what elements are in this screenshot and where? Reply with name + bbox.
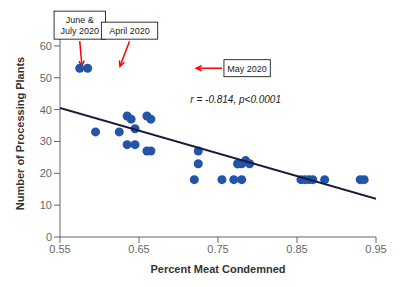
- svg-text:0: 0: [46, 231, 52, 243]
- svg-text:June &: June &: [66, 15, 94, 25]
- svg-text:0.65: 0.65: [128, 243, 149, 255]
- svg-text:20: 20: [40, 167, 52, 179]
- svg-text:Percent Meat Condemned: Percent Meat Condemned: [150, 263, 285, 275]
- svg-text:0.75: 0.75: [207, 243, 228, 255]
- svg-text:July 2020: July 2020: [60, 26, 99, 36]
- svg-text:Number of Processing Plants: Number of Processing Plants: [14, 57, 26, 210]
- svg-text:0.85: 0.85: [286, 243, 307, 255]
- svg-text:May 2020: May 2020: [227, 64, 267, 74]
- svg-text:30: 30: [40, 135, 52, 147]
- svg-text:50: 50: [40, 72, 52, 84]
- svg-text:0.95: 0.95: [365, 243, 386, 255]
- svg-text:r = -0.814, p<0.0001: r = -0.814, p<0.0001: [190, 94, 281, 105]
- svg-text:0.55: 0.55: [49, 243, 70, 255]
- svg-text:10: 10: [40, 199, 52, 211]
- svg-text:60: 60: [40, 40, 52, 52]
- svg-text:April 2020: April 2020: [109, 26, 150, 36]
- svg-text:40: 40: [40, 104, 52, 116]
